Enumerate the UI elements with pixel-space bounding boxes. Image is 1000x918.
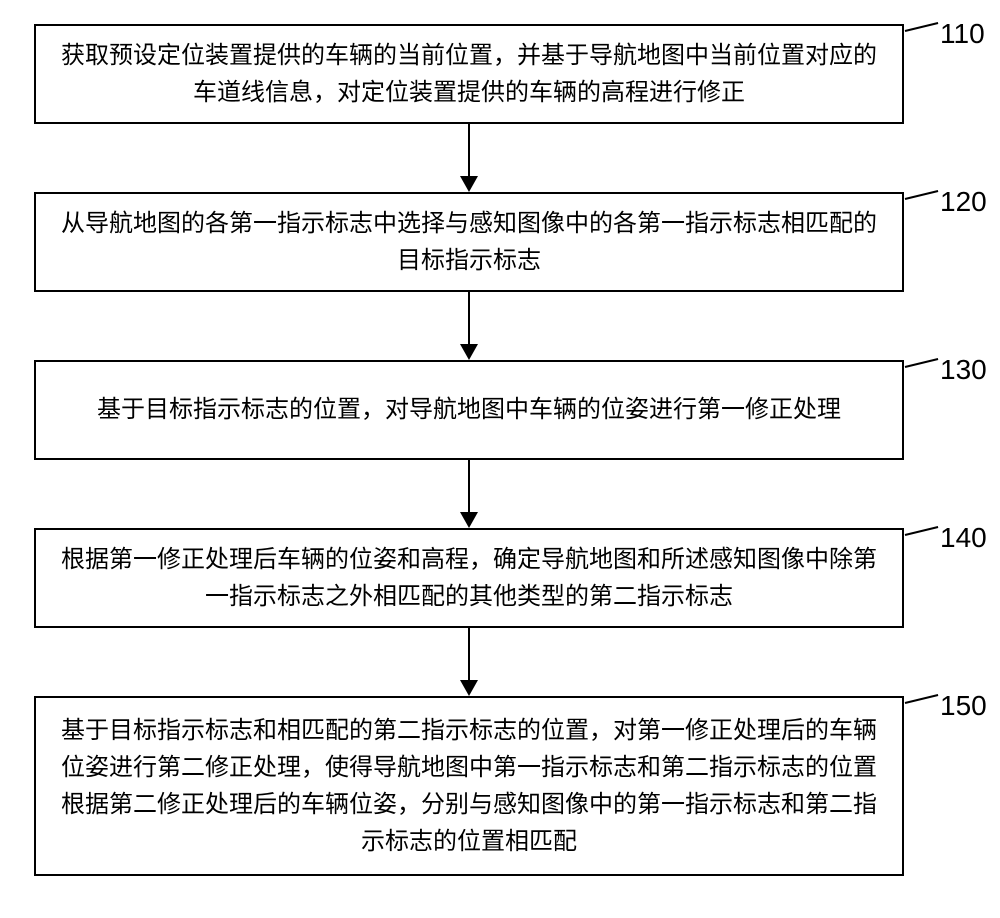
arrow-head-step140-step150 [460,680,478,696]
leader-line-step120 [905,190,938,200]
leader-line-step150 [905,694,938,704]
step-label-step140: 140 [940,522,987,554]
flow-step-step130: 基于目标指示标志的位置，对导航地图中车辆的位姿进行第一修正处理 [34,360,904,460]
flow-step-step140: 根据第一修正处理后车辆的位姿和高程，确定导航地图和所述感知图像中除第一指示标志之… [34,528,904,628]
arrow-head-step110-step120 [460,176,478,192]
leader-line-step130 [905,358,938,368]
flowchart-canvas: 获取预设定位装置提供的车辆的当前位置，并基于导航地图中当前位置对应的车道线信息，… [0,0,1000,918]
arrow-head-step130-step140 [460,512,478,528]
leader-line-step140 [905,526,938,536]
arrow-step130-step140 [468,460,470,512]
step-label-step120: 120 [940,186,987,218]
arrow-step110-step120 [468,124,470,176]
arrow-head-step120-step130 [460,344,478,360]
step-label-step150: 150 [940,690,987,722]
step-label-step130: 130 [940,354,987,386]
arrow-step140-step150 [468,628,470,680]
flow-step-step110: 获取预设定位装置提供的车辆的当前位置，并基于导航地图中当前位置对应的车道线信息，… [34,24,904,124]
step-label-step110: 110 [940,18,985,50]
flow-step-step120: 从导航地图的各第一指示标志中选择与感知图像中的各第一指示标志相匹配的目标指示标志 [34,192,904,292]
leader-line-step110 [905,22,938,32]
arrow-step120-step130 [468,292,470,344]
flow-step-step150: 基于目标指示标志和相匹配的第二指示标志的位置，对第一修正处理后的车辆位姿进行第二… [34,696,904,876]
